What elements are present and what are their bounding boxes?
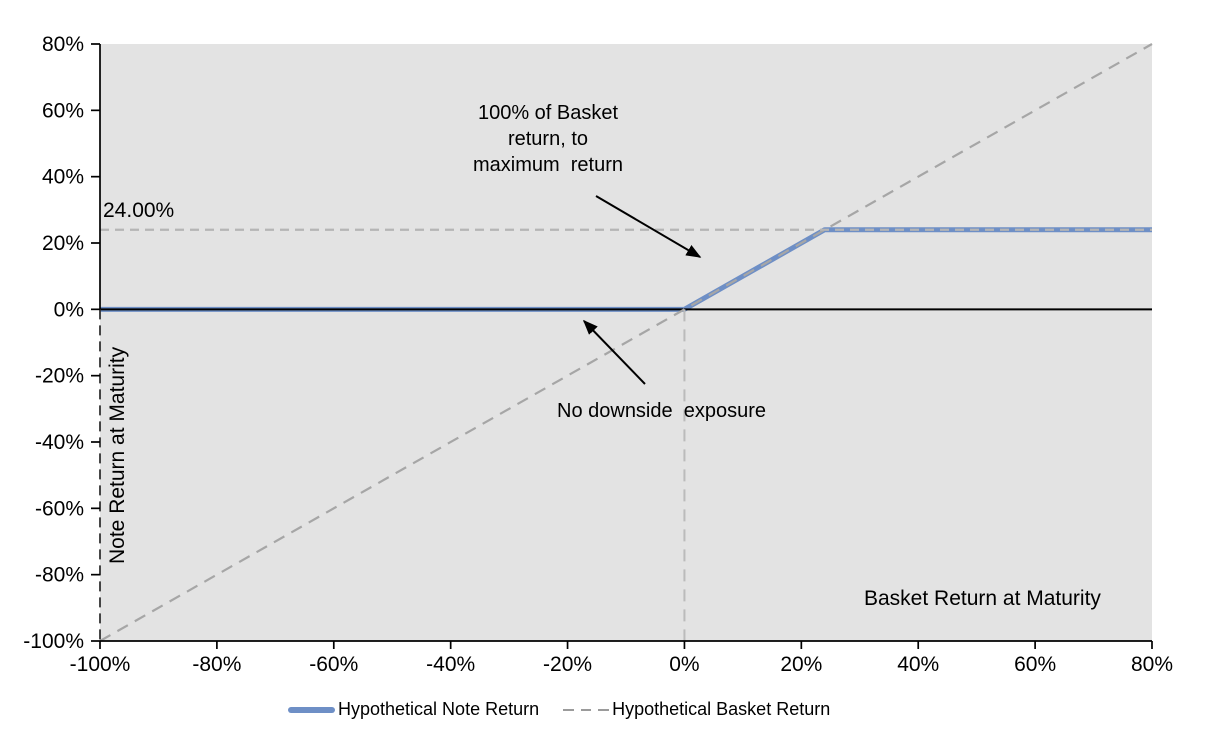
x-tick-label: 80%	[1131, 653, 1173, 676]
x-tick-label: -40%	[426, 653, 475, 676]
x-axis-title: Basket Return at Maturity	[864, 587, 1101, 610]
basket-return-line	[99, 43, 1153, 642]
no-downside-annotation: No downside exposure	[557, 400, 767, 422]
no-downside-annotation-arrow	[582, 319, 646, 385]
legend-label: Hypothetical Basket Return	[612, 699, 831, 719]
cap-annotation-arrow	[595, 195, 702, 258]
legend-item-note-return: Hypothetical Note Return	[288, 699, 539, 720]
y-tick-label: -60%	[35, 497, 84, 520]
y-tick-label: 80%	[42, 33, 84, 56]
x-tick-label: -20%	[543, 653, 592, 676]
x-tick-label: 60%	[1014, 653, 1056, 676]
y-tick-label: -40%	[35, 431, 84, 454]
plot-layer: -100% -80% -60% -40% -20% 0% 20% 40% 60% 80% -100%…	[23, 33, 1173, 676]
x-tick-label: -100%	[70, 653, 131, 676]
legend-label: Hypothetical Note Return	[338, 699, 540, 719]
legend: Hypothetical Note Return Hypothetical Ba…	[288, 699, 830, 720]
y-axis-title: Note Return at Maturity	[106, 346, 129, 564]
y-tick-label: 40%	[42, 166, 84, 189]
maximum-return-value-label: 24.00%	[103, 199, 175, 222]
x-tick-label: -60%	[309, 653, 358, 676]
x-tick-label: 0%	[669, 653, 699, 676]
y-tick-label: 60%	[42, 99, 84, 122]
y-tick-label: 20%	[42, 232, 84, 255]
cap-annotation: 100% of Basket return, to maximum return	[472, 102, 624, 176]
y-tick-label: -80%	[35, 564, 84, 587]
x-tick-label: -80%	[192, 653, 241, 676]
legend-item-basket-return: Hypothetical Basket Return	[563, 699, 830, 720]
y-tick-label: 0%	[54, 298, 84, 321]
y-tick-label: -20%	[35, 365, 84, 388]
x-tick-label: 40%	[897, 653, 939, 676]
x-tick-label: 20%	[780, 653, 822, 676]
basket-return-dashed-swatch-icon	[563, 708, 610, 711]
y-tick-label: -100%	[23, 630, 84, 653]
note-return-line-swatch-icon	[288, 706, 335, 713]
